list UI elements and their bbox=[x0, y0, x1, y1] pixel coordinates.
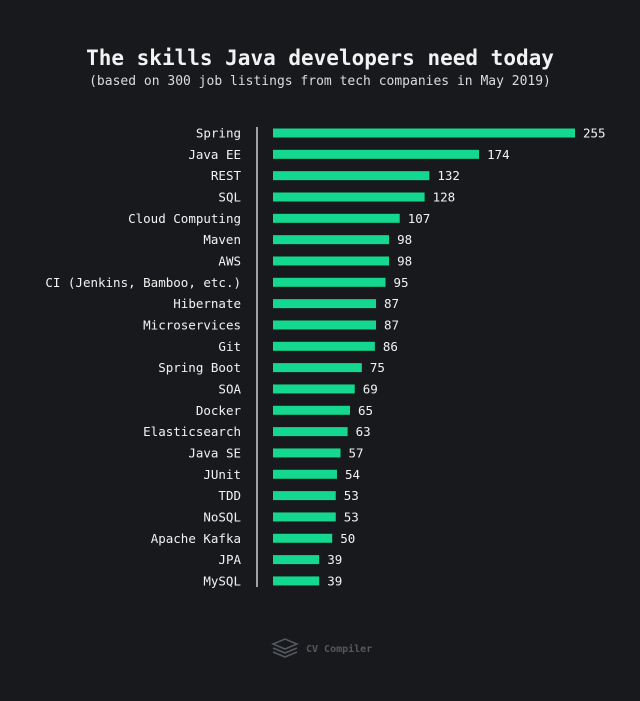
category-label: CI (Jenkins, Bamboo, etc.) bbox=[45, 275, 241, 290]
category-label: Docker bbox=[196, 403, 242, 418]
category-label: Java EE bbox=[188, 147, 241, 162]
bar bbox=[273, 320, 377, 330]
value-label: 86 bbox=[383, 339, 398, 354]
bar bbox=[273, 341, 375, 351]
value-label: 53 bbox=[344, 488, 359, 503]
value-label: 54 bbox=[345, 467, 360, 482]
category-label: Apache Kafka bbox=[151, 531, 241, 546]
chart-title: The skills Java developers need today bbox=[86, 46, 554, 70]
bar bbox=[273, 555, 320, 565]
category-label: Spring bbox=[196, 126, 241, 141]
value-label: 95 bbox=[394, 275, 409, 290]
value-label: 174 bbox=[487, 147, 510, 162]
footer-brand: CV Compiler bbox=[270, 638, 372, 660]
value-label: 255 bbox=[583, 126, 606, 141]
category-label: JUnit bbox=[203, 467, 241, 482]
chart-subtitle: (based on 300 job listings from tech com… bbox=[89, 74, 551, 89]
bar bbox=[273, 213, 400, 223]
bar bbox=[273, 512, 336, 522]
bar bbox=[273, 384, 355, 394]
value-label: 87 bbox=[384, 317, 399, 332]
bar bbox=[273, 427, 348, 437]
bar bbox=[273, 128, 575, 138]
value-label: 107 bbox=[408, 211, 431, 226]
category-label: MySQL bbox=[203, 573, 241, 588]
value-label: 39 bbox=[327, 573, 342, 588]
category-label: REST bbox=[211, 168, 242, 183]
bar bbox=[273, 448, 341, 458]
category-label: Cloud Computing bbox=[128, 211, 241, 226]
bar bbox=[273, 469, 337, 479]
value-label: 98 bbox=[397, 253, 412, 268]
value-label: 87 bbox=[384, 296, 399, 311]
brand-name: CV Compiler bbox=[306, 643, 373, 655]
bar bbox=[273, 192, 425, 202]
category-label: Elasticsearch bbox=[143, 424, 241, 439]
stacked-layers-icon bbox=[271, 638, 299, 658]
value-label: 69 bbox=[363, 381, 378, 396]
category-label: NoSQL bbox=[203, 509, 241, 524]
category-label: Git bbox=[218, 339, 241, 354]
category-label: JPA bbox=[218, 552, 241, 567]
value-label: 53 bbox=[344, 509, 359, 524]
value-label: 39 bbox=[327, 552, 342, 567]
bar bbox=[273, 491, 336, 501]
category-label: TDD bbox=[218, 488, 241, 503]
bar bbox=[273, 405, 350, 415]
bar bbox=[273, 277, 386, 287]
bar bbox=[273, 533, 333, 543]
category-label: Spring Boot bbox=[158, 360, 241, 375]
bar bbox=[273, 363, 362, 373]
category-label: Java SE bbox=[188, 445, 241, 460]
value-label: 50 bbox=[340, 531, 355, 546]
bar bbox=[273, 576, 320, 586]
bar bbox=[273, 235, 390, 245]
category-label: SOA bbox=[218, 381, 241, 396]
bar bbox=[273, 299, 377, 309]
category-label: Maven bbox=[203, 232, 241, 247]
bar bbox=[273, 256, 390, 266]
category-label: Microservices bbox=[143, 317, 241, 332]
category-label: SQL bbox=[218, 189, 241, 204]
value-label: 63 bbox=[356, 424, 371, 439]
category-label: AWS bbox=[218, 253, 241, 268]
value-label: 98 bbox=[397, 232, 412, 247]
category-label: Hibernate bbox=[173, 296, 241, 311]
value-label: 65 bbox=[358, 403, 373, 418]
value-label: 132 bbox=[437, 168, 460, 183]
bar bbox=[273, 171, 430, 181]
value-label: 128 bbox=[433, 189, 456, 204]
bar bbox=[273, 149, 480, 159]
value-label: 57 bbox=[349, 445, 364, 460]
value-label: 75 bbox=[370, 360, 385, 375]
